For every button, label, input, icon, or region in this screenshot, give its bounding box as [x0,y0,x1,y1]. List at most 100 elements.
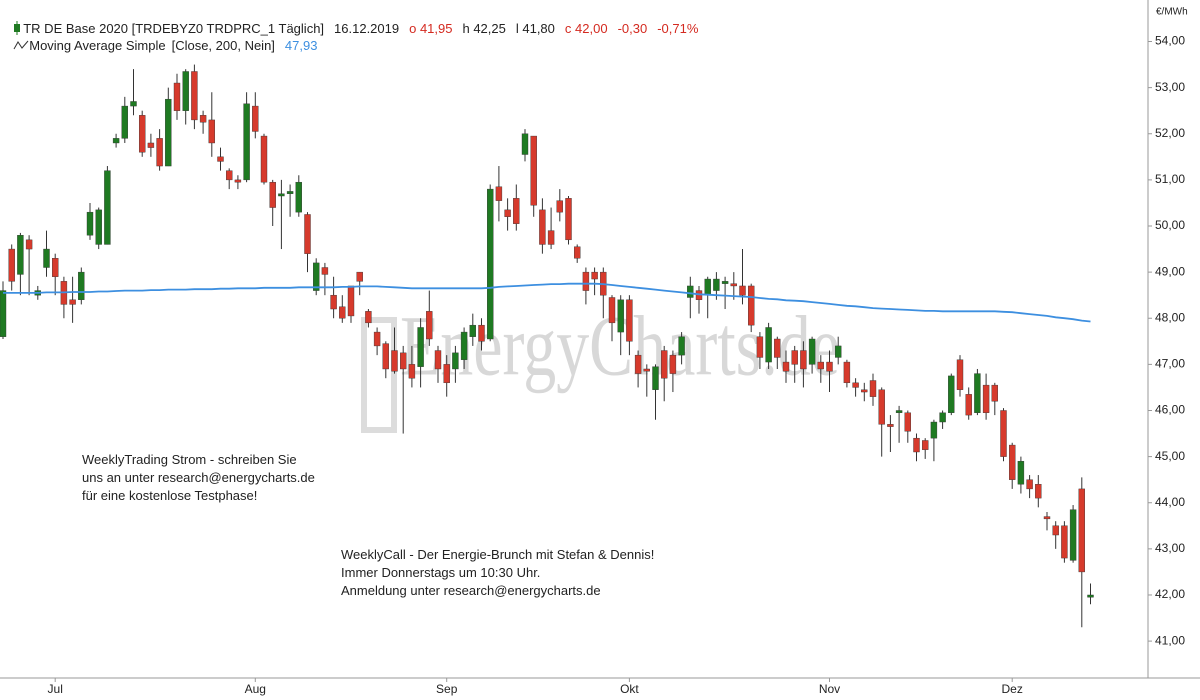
candle-body [565,198,572,241]
candle-body [408,364,416,379]
candle-body [1035,484,1042,499]
candle-body [965,394,972,416]
candle-body [1061,525,1068,559]
candle-body [661,350,668,379]
candle-body [138,115,146,153]
candle-body [269,181,276,208]
candle-body [591,271,598,280]
candle-body [626,299,633,342]
candle-body [547,230,555,245]
candle-body [17,235,24,275]
candle-body [69,299,76,305]
icon [13,40,29,50]
candle-body [904,412,911,432]
candle-body [356,271,363,282]
candle-body [330,294,337,310]
candle-body [295,181,302,213]
candle-body [574,246,581,259]
y-tick-label: 51,00 [1155,172,1185,186]
candle-body [504,209,511,217]
y-tick-label: 52,00 [1155,126,1185,140]
candle-body [756,336,764,358]
y-tick-label: 46,00 [1155,403,1185,417]
candle-body [991,384,998,402]
candle-body [217,156,224,162]
candle-body [1087,594,1094,598]
high: h 42,25 [462,21,506,36]
candle-body [678,336,685,356]
y-tick-label: 42,00 [1155,587,1185,601]
candle-body [887,424,894,427]
candle-body [1078,488,1086,573]
x-tick-label: Aug [245,682,266,696]
low: l 41,80 [515,21,555,36]
indicator-line: Moving Average Simple [Close, 200, Nein] 4… [6,23,327,53]
y-tick-label: 41,00 [1155,633,1185,647]
candle-body [373,331,381,347]
note-line: WeeklyCall - Der Energie-Brunch mit Stef… [341,547,655,562]
candle-body [252,105,259,132]
candle-body [95,209,102,245]
note: WeeklyCall - Der Energie-Brunch mit Stef… [341,546,654,600]
candle-body [8,248,15,282]
candle-body [391,350,398,372]
candle-body [417,327,424,367]
candle-body [861,389,868,393]
note-line: uns an unter research@energycharts.de [82,470,315,485]
candle-body [843,361,851,384]
y-tick-label: 43,00 [1155,541,1185,555]
candle-body [1052,525,1059,536]
note-line: WeeklyTrading Strom - schreiben Sie [82,452,297,467]
candle-body [808,338,816,365]
candle-body [460,331,468,360]
indicator-params: [Close, 200, Nein] [171,38,275,53]
candle-body [182,71,189,111]
candle-body [147,142,155,148]
candle-body [608,297,616,324]
candle-body [852,382,859,388]
candle-body [730,283,737,287]
candle-body [43,248,50,268]
candle-body [443,364,450,384]
indicator-name: Moving Average Simple [29,38,166,53]
candle-body [434,350,442,370]
candle-body [191,71,198,121]
candle-body [721,281,729,284]
candle-body [774,338,781,358]
candle-body [826,361,833,372]
candle-body [956,359,964,390]
candle-body [286,191,294,194]
candle-body [1009,444,1016,480]
candle-body [913,437,920,453]
candle-body [478,324,485,342]
candle-body [400,352,407,370]
x-tick-label: Okt [620,682,639,696]
candle-body [948,375,955,413]
candle-body [713,278,720,291]
candle-body [199,115,207,123]
y-tick-label: 45,00 [1155,449,1185,463]
candle-body [469,324,476,337]
candle-body [530,135,537,206]
x-tick-label: Jul [48,682,63,696]
candle-body [52,258,59,277]
candle-body [25,239,33,250]
candle-body [1000,410,1007,457]
x-tick-label: Nov [819,682,840,696]
candle-body [130,101,137,107]
watermark-logo [361,317,397,433]
candle-body [1069,509,1077,561]
candle-body [782,361,790,372]
candle-body [225,170,233,181]
moving-average [3,282,1091,323]
note-line: für eine kostenlose Testphase! [82,488,258,503]
candle-body [748,285,755,326]
header-line: TR DE Base 2020 [TRDEBYZ0 TRDPRC_1 Tägli… [6,4,708,36]
candle-body [208,119,216,144]
y-tick-label: 47,00 [1155,357,1185,371]
candle-body [922,440,929,450]
candle-body [426,311,433,340]
candle-body [243,103,250,181]
candle-body [791,350,798,365]
